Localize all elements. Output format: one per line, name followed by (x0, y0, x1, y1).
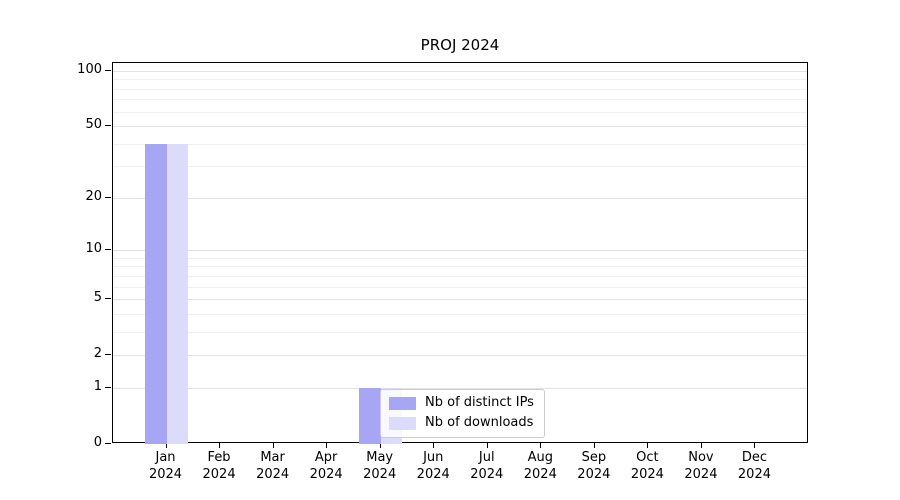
gridline-major (113, 355, 807, 357)
y-tick-label: 0 (93, 435, 102, 450)
x-tick-mark (219, 443, 221, 448)
legend-label: Nb of downloads (425, 415, 534, 430)
gridline-minor (113, 99, 807, 101)
y-tick-label: 5 (93, 290, 102, 306)
gridline-major (113, 71, 807, 72)
y-tick-label: 1 (93, 378, 102, 394)
bar-downloads (166, 143, 189, 444)
y-tick-mark (105, 443, 111, 444)
gridline-major (113, 250, 807, 252)
gridline-major (113, 126, 807, 128)
x-tick-mark (540, 443, 542, 448)
x-tick-mark (700, 443, 702, 448)
x-tick-label: Nov 2024 (684, 450, 718, 482)
bar-distinct-ips (359, 387, 381, 444)
gridline-minor (113, 257, 807, 259)
gridline-major (113, 299, 807, 301)
gridline-major (113, 387, 807, 389)
legend: Nb of distinct IPs Nb of downloads (380, 389, 545, 438)
x-tick-label: May 2024 (363, 450, 397, 482)
y-tick-mark (105, 386, 111, 388)
x-tick-label: Sep 2024 (577, 450, 611, 482)
y-tick-label: 2 (93, 346, 102, 362)
gridline-minor (113, 79, 807, 81)
legend-label: Nb of distinct IPs (425, 395, 534, 410)
y-tick-label: 100 (77, 62, 102, 77)
y-tick-mark (105, 70, 111, 71)
legend-entry: Nb of distinct IPs (389, 395, 534, 411)
gridline-minor (113, 286, 807, 288)
x-tick-label: Mar 2024 (256, 450, 290, 482)
gridline-major (113, 197, 807, 199)
gridline-minor (113, 266, 807, 268)
bar-distinct-ips (145, 143, 167, 444)
x-tick-mark (379, 443, 381, 448)
x-tick-mark (272, 443, 274, 448)
x-tick-label: Jul 2024 (470, 450, 504, 482)
legend-swatch (389, 416, 416, 430)
x-tick-mark (593, 443, 595, 448)
y-tick-mark (105, 298, 111, 300)
plot-area: Nb of distinct IPs Nb of downloads (112, 62, 808, 444)
x-tick-mark (647, 443, 649, 448)
x-tick-mark (754, 443, 756, 448)
y-tick-mark (105, 249, 111, 251)
x-tick-label: Apr 2024 (309, 450, 343, 482)
x-tick-mark (486, 443, 488, 448)
gridline-minor (113, 331, 807, 333)
x-tick-label: Jun 2024 (416, 450, 450, 482)
y-tick-label: 10 (85, 241, 102, 257)
y-tick-mark (105, 125, 111, 127)
x-tick-label: Jan 2024 (148, 450, 183, 482)
gridline-minor (113, 143, 807, 145)
gridline-minor (113, 88, 807, 90)
x-tick-label: Dec 2024 (737, 450, 771, 482)
x-tick-mark (326, 443, 328, 448)
y-tick-label: 20 (85, 188, 102, 204)
gridline-minor (113, 275, 807, 277)
y-tick-label: 50 (85, 117, 102, 133)
y-tick-mark (105, 196, 111, 198)
x-tick-mark (433, 443, 435, 448)
x-tick-label: Oct 2024 (630, 450, 664, 482)
legend-swatch (389, 396, 416, 410)
x-tick-label: Feb 2024 (202, 450, 236, 482)
gridline-minor (113, 313, 807, 315)
x-tick-label: Aug 2024 (523, 450, 557, 482)
legend-entry: Nb of downloads (389, 415, 534, 431)
gridline-minor (113, 166, 807, 168)
chart-title: PROJ 2024 (420, 36, 500, 54)
y-tick-mark (105, 354, 111, 356)
x-tick-mark (165, 443, 167, 448)
gridline-minor (113, 111, 807, 113)
